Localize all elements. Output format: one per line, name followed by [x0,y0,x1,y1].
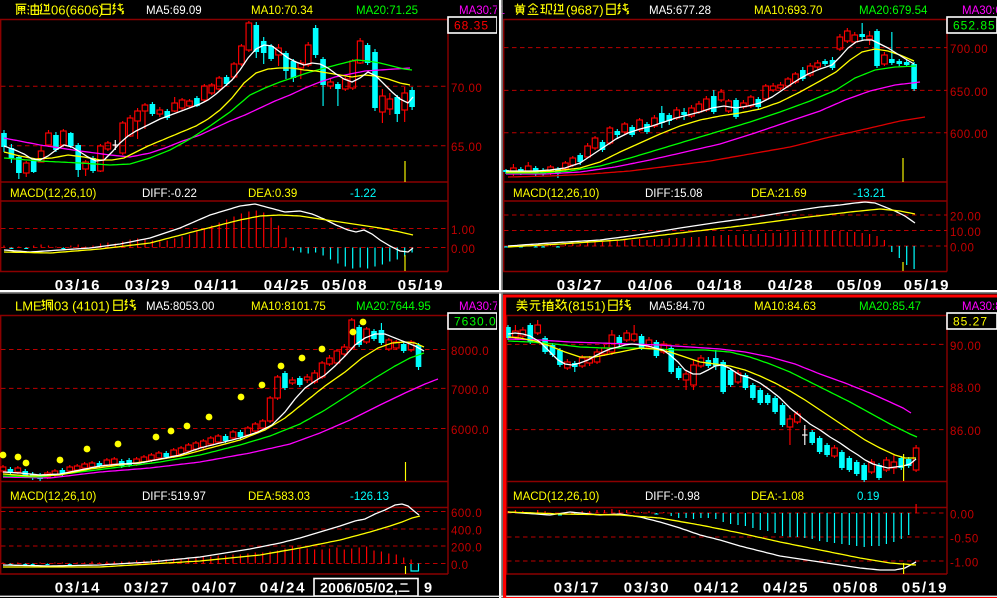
svg-text:04/11: 04/11 [194,277,240,294]
svg-text:20.00: 20.00 [950,212,981,224]
svg-text:6000.0: 6000.0 [451,425,489,437]
svg-text:04/25: 04/25 [763,580,810,597]
svg-text:MACD(12,26,10): MACD(12,26,10) [513,188,599,200]
svg-text:05/19: 05/19 [902,580,949,597]
svg-text:06(6606): 06(6606) [51,3,103,18]
svg-text:7630.0: 7630.0 [454,315,497,329]
svg-text:700.00: 700.00 [950,44,988,56]
svg-text:85.27: 85.27 [953,315,988,329]
svg-text:65.00: 65.00 [451,142,482,154]
svg-text:04/24: 04/24 [260,580,307,597]
svg-text:9: 9 [424,581,432,597]
svg-text:MACD(12,26,10): MACD(12,26,10) [10,188,96,200]
svg-text:1.00: 1.00 [451,225,475,237]
svg-text:600.00: 600.00 [950,129,988,141]
svg-text:MA20:71.25: MA20:71.25 [356,5,418,17]
svg-text:04/12: 04/12 [694,580,741,597]
svg-text:-1.00: -1.00 [950,558,979,570]
svg-text:86.00: 86.00 [950,426,981,438]
svg-text:MA30:71: MA30:71 [459,5,505,17]
svg-text:-126.13: -126.13 [350,491,389,503]
svg-text:0.00: 0.00 [451,244,475,256]
svg-text:03/29: 03/29 [125,277,172,294]
svg-text:-13.21: -13.21 [853,188,886,200]
svg-text:MA10:8101.75: MA10:8101.75 [251,301,326,313]
svg-text:0.00: 0.00 [950,510,974,522]
svg-text:90.00: 90.00 [950,341,981,353]
svg-text:70.00: 70.00 [451,83,482,95]
svg-text:MA5:677.28: MA5:677.28 [649,5,711,17]
svg-text:MA30:8: MA30:8 [962,301,997,313]
svg-text:MACD(12,26,10): MACD(12,26,10) [513,491,599,503]
svg-text:DEA:0.39: DEA:0.39 [248,188,297,200]
svg-text:03/16: 03/16 [55,277,102,294]
svg-text:-1.22: -1.22 [350,188,376,200]
svg-text:04/06: 04/06 [628,277,675,294]
svg-text:DEA:-1.08: DEA:-1.08 [751,491,804,503]
svg-text:(9687): (9687) [566,3,604,18]
svg-text:MA5:8053.00: MA5:8053.00 [146,301,214,313]
svg-text:10.00: 10.00 [950,227,981,239]
svg-text:0.00: 0.00 [950,243,974,255]
svg-text:MA30:6: MA30:6 [962,5,997,17]
svg-text:MA10:70.34: MA10:70.34 [251,5,314,17]
svg-text:DIFF:519.97: DIFF:519.97 [142,491,206,503]
svg-text:05/09: 05/09 [837,277,884,294]
svg-text:05/19: 05/19 [904,277,951,294]
svg-text:05/08: 05/08 [833,580,880,597]
svg-text:03/17: 03/17 [554,580,601,597]
svg-text:DEA:583.03: DEA:583.03 [248,491,310,503]
svg-text:88.00: 88.00 [950,383,981,395]
svg-text:03/27: 03/27 [124,580,171,597]
svg-text:03/14: 03/14 [55,580,102,597]
svg-text:04/28: 04/28 [768,277,815,294]
svg-text:05/19: 05/19 [398,277,445,294]
svg-text:03/27: 03/27 [557,277,604,294]
svg-text:MA20:85.47: MA20:85.47 [859,301,921,313]
svg-text:MA20:679.54: MA20:679.54 [859,5,928,17]
svg-text:-0.50: -0.50 [950,534,979,546]
svg-text:MA5:69.09: MA5:69.09 [146,5,202,17]
svg-text:MA5:84.70: MA5:84.70 [649,301,705,313]
svg-text:04/25: 04/25 [264,277,311,294]
svg-text:MA30:7: MA30:7 [459,301,499,313]
svg-text:05/08: 05/08 [322,277,369,294]
svg-text:400.0: 400.0 [451,526,482,538]
svg-text:03/30: 03/30 [624,580,671,597]
svg-text:04/18: 04/18 [697,277,744,294]
svg-text:8000.0: 8000.0 [451,346,489,358]
svg-text:7000.0: 7000.0 [451,385,489,397]
svg-text:LME: LME [15,299,42,314]
svg-text:MA10:693.70: MA10:693.70 [754,5,822,17]
svg-text:MACD(12,26,10): MACD(12,26,10) [10,491,96,503]
svg-text:0.0: 0.0 [451,560,469,572]
svg-text:DIFF:15.08: DIFF:15.08 [645,188,703,200]
svg-text:DIFF:-0.98: DIFF:-0.98 [645,491,700,503]
svg-text:652.85: 652.85 [953,19,996,33]
svg-text:DEA:21.69: DEA:21.69 [751,188,807,200]
svg-text:68.35: 68.35 [454,19,489,33]
svg-text:03 (4101): 03 (4101) [54,299,110,314]
svg-text:650.00: 650.00 [950,87,988,99]
svg-text:04/07: 04/07 [192,580,239,597]
svg-text:600.0: 600.0 [451,508,482,520]
svg-text:DIFF:-0.22: DIFF:-0.22 [142,188,197,200]
svg-text:200.0: 200.0 [451,543,482,555]
svg-text:MA20:7644.95: MA20:7644.95 [356,301,431,313]
svg-text:(8151): (8151) [568,299,606,314]
svg-text:0.19: 0.19 [857,491,879,503]
svg-text:2006/05/02,: 2006/05/02, [320,580,398,596]
svg-text:MA10:84.63: MA10:84.63 [754,301,816,313]
